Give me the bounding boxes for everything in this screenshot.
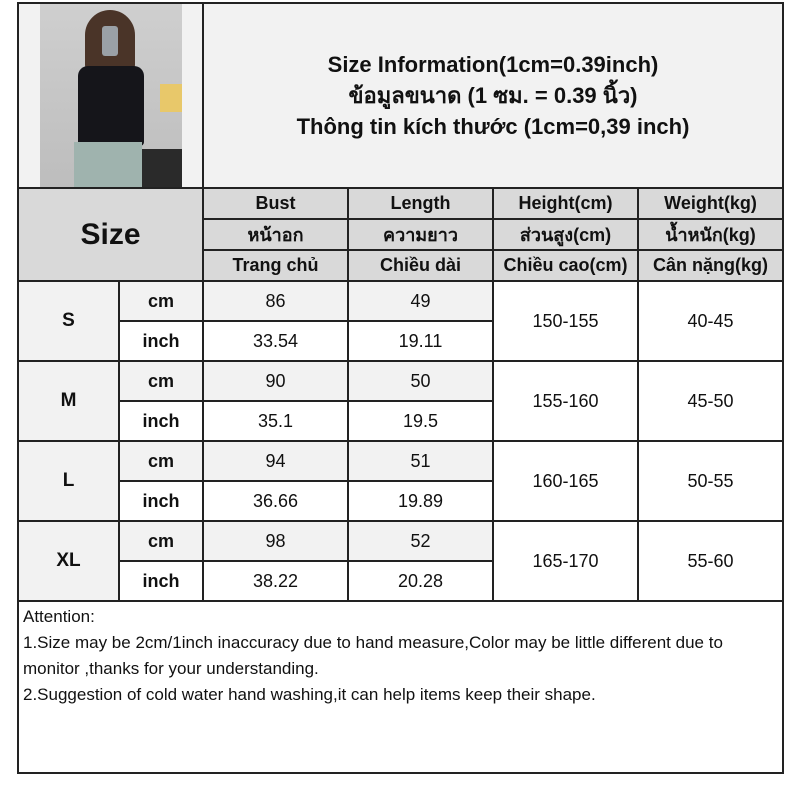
- length-inch: 19.89: [347, 480, 494, 522]
- size-chart-table: Size Information(1cm=0.39inch) ข้อมูลขนา…: [17, 2, 784, 774]
- unit-cm: cm: [118, 360, 204, 402]
- unit-inch: inch: [118, 400, 204, 442]
- weight-range: 45-50: [637, 360, 784, 442]
- attention-notes: Attention: 1.Size may be 2cm/1inch inaccu…: [17, 600, 784, 774]
- unit-inch: inch: [118, 560, 204, 602]
- unit-cm: cm: [118, 280, 204, 322]
- bust-cm: 98: [202, 520, 349, 562]
- bust-cm: 94: [202, 440, 349, 482]
- length-cm: 49: [347, 280, 494, 322]
- col-weight-en: Weight(kg): [637, 187, 784, 220]
- size-label: L: [17, 440, 120, 522]
- col-length-en: Length: [347, 187, 494, 220]
- title-vietnamese: Thông tin kích thước (1cm=0,39 inch): [296, 114, 690, 139]
- table-row-inch: inch 33.54 19.11: [18, 320, 783, 362]
- height-range: 155-160: [492, 360, 639, 442]
- col-height-en: Height(cm): [492, 187, 639, 220]
- unit-inch: inch: [118, 320, 204, 362]
- col-bust-th: หน้าอก: [202, 218, 349, 251]
- attention-heading: Attention:: [23, 607, 95, 626]
- length-inch: 20.28: [347, 560, 494, 602]
- size-label: M: [17, 360, 120, 442]
- col-bust-en: Bust: [202, 187, 349, 220]
- table-row-inch: inch 36.66 19.89: [18, 480, 783, 522]
- col-height-vi: Chiều cao(cm): [492, 249, 639, 282]
- bust-cm: 90: [202, 360, 349, 402]
- bust-inch: 38.22: [202, 560, 349, 602]
- size-label: XL: [17, 520, 120, 602]
- col-bust-vi: Trang chủ: [202, 249, 349, 282]
- unit-inch: inch: [118, 480, 204, 522]
- table-row-inch: inch 35.1 19.5: [18, 400, 783, 442]
- bust-cm: 86: [202, 280, 349, 322]
- title-english: Size Information(1cm=0.39inch): [327, 52, 659, 77]
- length-cm: 51: [347, 440, 494, 482]
- weight-range: 50-55: [637, 440, 784, 522]
- col-weight-vi: Cân nặng(kg): [637, 249, 784, 282]
- col-length-vi: Chiều dài: [347, 249, 494, 282]
- size-header: Size: [17, 187, 204, 282]
- col-weight-th: น้ำหนัก(kg): [637, 218, 784, 251]
- bust-inch: 33.54: [202, 320, 349, 362]
- length-inch: 19.11: [347, 320, 494, 362]
- length-inch: 19.5: [347, 400, 494, 442]
- weight-range: 55-60: [637, 520, 784, 602]
- bust-inch: 35.1: [202, 400, 349, 442]
- bust-inch: 36.66: [202, 480, 349, 522]
- height-range: 160-165: [492, 440, 639, 522]
- product-photo: [39, 4, 182, 187]
- attention-note-1: 1.Size may be 2cm/1inch inaccuracy due t…: [23, 633, 723, 678]
- size-info-title: Size Information(1cm=0.39inch) ข้อมูลขนา…: [202, 2, 784, 189]
- table-row-inch: inch 38.22 20.28: [18, 560, 783, 602]
- length-cm: 50: [347, 360, 494, 402]
- weight-range: 40-45: [637, 280, 784, 362]
- product-photo-cell: [17, 2, 204, 189]
- height-range: 165-170: [492, 520, 639, 602]
- unit-cm: cm: [118, 440, 204, 482]
- col-height-th: ส่วนสูง(cm): [492, 218, 639, 251]
- length-cm: 52: [347, 520, 494, 562]
- col-length-th: ความยาว: [347, 218, 494, 251]
- height-range: 150-155: [492, 280, 639, 362]
- unit-cm: cm: [118, 520, 204, 562]
- attention-note-2: 2.Suggestion of cold water hand washing,…: [23, 685, 596, 704]
- size-label: S: [17, 280, 120, 362]
- table-row-cm: XL cm 98 52 165-170 55-60: [17, 520, 784, 602]
- title-thai: ข้อมูลขนาด (1 ซม. = 0.39 นิ้ว): [348, 83, 638, 108]
